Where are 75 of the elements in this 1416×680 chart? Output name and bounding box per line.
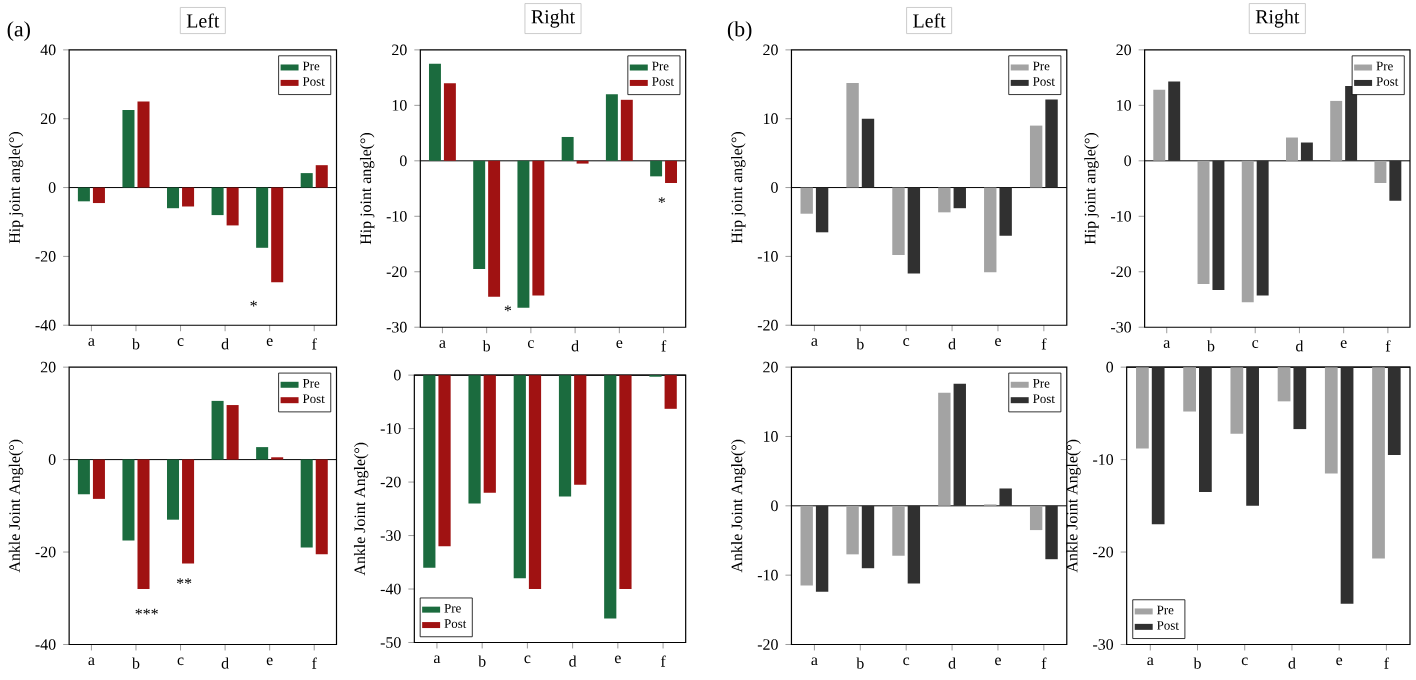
bar [211,187,224,215]
bar [892,505,905,556]
bar [953,187,966,209]
bar [532,160,545,296]
bar [892,187,905,255]
bar [1241,160,1254,303]
bar [815,187,829,233]
bar [1330,100,1343,161]
bar [861,505,875,569]
bar [137,101,150,188]
bar [605,94,618,161]
text: (b) [727,20,752,41]
bar [1256,160,1269,296]
bar [122,109,135,188]
bar [1300,142,1313,161]
bar [77,187,90,202]
bar [665,160,678,183]
bar [77,459,90,495]
bar [650,160,663,177]
bar [167,459,180,520]
bar [907,187,921,274]
bar [211,400,224,460]
bar [846,505,859,555]
bar [182,459,195,564]
bar [1345,85,1358,161]
bar [1212,160,1225,290]
bar [1197,160,1210,284]
bar [938,392,951,506]
bar [861,118,875,188]
bar [182,187,195,207]
text: (a) [7,20,30,41]
chart-title: Left [186,13,220,28]
bar [620,99,633,161]
bar [1153,89,1166,161]
bar [92,187,105,203]
bar [800,505,813,586]
bar [256,446,269,460]
chart-title: Right [531,9,575,28]
bar [1374,160,1387,183]
bar [815,505,829,592]
bar [1168,81,1181,161]
bar [1029,125,1043,188]
bar [517,160,530,308]
bar [800,187,813,214]
bar [561,136,574,161]
bar [428,63,441,161]
bar [1029,505,1043,530]
chart-title: Left [913,13,946,28]
bar [846,82,859,188]
bar [473,160,486,269]
bar [907,505,921,584]
bar [1045,99,1058,188]
bar [315,459,328,555]
bar [271,187,284,283]
bar [167,187,180,209]
bar [1389,160,1402,201]
bar [984,187,997,273]
bar [1285,137,1298,161]
bar [256,187,269,248]
bar [226,404,239,460]
bar [953,383,966,506]
bar [122,459,135,541]
bar [1045,505,1058,560]
chart-title: Right [1255,9,1300,28]
bar [938,187,951,213]
bar [488,160,501,297]
bar [300,172,313,188]
bar [92,459,105,499]
bar [226,187,239,226]
bar [300,459,313,548]
bar [315,165,328,188]
bar [999,187,1012,236]
bar [137,459,150,589]
bar [443,82,456,161]
bar [999,488,1012,506]
